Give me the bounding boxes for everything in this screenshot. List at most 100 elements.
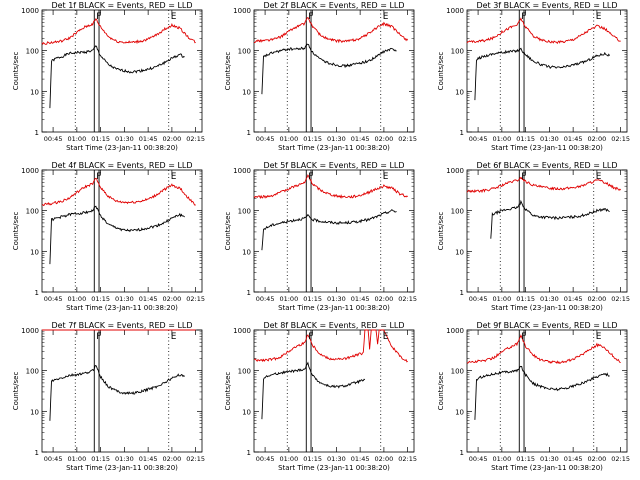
x-tick-label: 01:15 bbox=[303, 455, 322, 463]
x-tick-label: 01:45 bbox=[139, 455, 158, 463]
y-tick-label: 1000 bbox=[233, 327, 251, 335]
series-line-lld bbox=[466, 17, 621, 45]
y-tick-label: 1000 bbox=[446, 327, 464, 335]
chart-panel-5: Det 5f BLACK = Events, RED = LLD 1 10 100 10… bbox=[224, 161, 417, 312]
y-tick-label: 1 bbox=[35, 449, 39, 457]
x-tick-label: 02:15 bbox=[611, 295, 630, 303]
time-marker-label: E bbox=[383, 12, 389, 22]
chart-panel-7: Det 7f BLACK = Events, RED = LLD 1 10 100 10… bbox=[12, 321, 205, 472]
time-marker-label: F bbox=[96, 332, 101, 342]
time-marker-label: E bbox=[171, 12, 177, 22]
series-line-lld bbox=[253, 174, 408, 200]
x-tick-label: 01:45 bbox=[564, 135, 583, 143]
x-tick-label: 01:45 bbox=[139, 295, 158, 303]
x-axis-label: Start Time (23-Jan-11 00:38:20) bbox=[491, 144, 603, 152]
x-tick-label: 00:45 bbox=[44, 455, 63, 463]
x-tick-label: 02:00 bbox=[163, 295, 182, 303]
chart-panel-3: Det 3f BLACK = Events, RED = LLD 1 10 100 10… bbox=[437, 1, 630, 152]
x-tick-label: 01:00 bbox=[67, 455, 86, 463]
x-tick-label: 01:15 bbox=[516, 135, 535, 143]
x-tick-label: 02:00 bbox=[375, 455, 394, 463]
chart-title: Det 9f BLACK = Events, RED = LLD bbox=[476, 321, 617, 330]
y-tick-label: 1000 bbox=[446, 7, 464, 15]
time-marker-label: F bbox=[308, 12, 313, 22]
x-tick-label: 01:15 bbox=[91, 295, 110, 303]
y-tick-label: 100 bbox=[451, 48, 464, 56]
x-tick-label: 02:00 bbox=[375, 135, 394, 143]
x-tick-label: 01:15 bbox=[91, 455, 110, 463]
x-tick-label: 01:00 bbox=[67, 135, 86, 143]
series-line-lld bbox=[41, 18, 196, 45]
x-tick-label: 02:15 bbox=[398, 295, 417, 303]
y-axis-label: Counts/sec bbox=[437, 52, 445, 91]
x-tick-label: 02:15 bbox=[398, 455, 417, 463]
x-tick-label: 01:00 bbox=[279, 135, 298, 143]
x-tick-label: 01:30 bbox=[327, 455, 346, 463]
chart-title: Det 6f BLACK = Events, RED = LLD bbox=[476, 161, 617, 170]
x-tick-label: 01:00 bbox=[492, 455, 511, 463]
x-tick-label: 01:15 bbox=[303, 295, 322, 303]
y-tick-label: 1000 bbox=[21, 7, 39, 15]
y-tick-label: 1 bbox=[35, 129, 39, 137]
x-tick-label: 01:45 bbox=[351, 295, 370, 303]
chart-panel-6: Det 6f BLACK = Events, RED = LLD 1 10 100 10… bbox=[437, 161, 630, 312]
x-tick-label: 01:30 bbox=[327, 295, 346, 303]
y-axis-label: Counts/sec bbox=[437, 372, 445, 411]
y-tick-label: 10 bbox=[30, 88, 39, 96]
x-tick-label: 02:00 bbox=[588, 455, 607, 463]
chart-title: Det 4f BLACK = Events, RED = LLD bbox=[51, 161, 192, 170]
y-tick-label: 10 bbox=[242, 88, 251, 96]
y-axis-label: Counts/sec bbox=[12, 372, 20, 411]
time-marker-label: E bbox=[596, 332, 602, 342]
plot-frame bbox=[253, 9, 415, 133]
y-tick-label: 1 bbox=[247, 449, 251, 457]
x-tick-label: 01:00 bbox=[279, 455, 298, 463]
x-tick-label: 00:45 bbox=[44, 135, 63, 143]
x-tick-label: 00:45 bbox=[469, 455, 488, 463]
series-line-lld bbox=[41, 177, 196, 207]
x-axis-label: Start Time (23-Jan-11 00:38:20) bbox=[491, 464, 603, 472]
x-axis-label: Start Time (23-Jan-11 00:38:20) bbox=[491, 304, 603, 312]
x-tick-label: 01:30 bbox=[540, 135, 559, 143]
y-tick-label: 100 bbox=[451, 368, 464, 376]
x-tick-label: 01:45 bbox=[564, 295, 583, 303]
series-line-lld bbox=[253, 329, 408, 363]
x-tick-label: 02:00 bbox=[588, 295, 607, 303]
x-tick-label: 02:15 bbox=[186, 455, 205, 463]
x-tick-label: 02:15 bbox=[186, 295, 205, 303]
time-marker-label: E bbox=[171, 332, 177, 342]
chart-title: Det 8f BLACK = Events, RED = LLD bbox=[263, 321, 404, 330]
x-axis-label: Start Time (23-Jan-11 00:38:20) bbox=[278, 464, 390, 472]
x-tick-label: 01:00 bbox=[492, 295, 511, 303]
x-tick-label: 02:15 bbox=[611, 135, 630, 143]
x-tick-label: 01:45 bbox=[351, 135, 370, 143]
y-tick-label: 10 bbox=[30, 248, 39, 256]
y-tick-label: 1000 bbox=[21, 327, 39, 335]
x-tick-label: 01:45 bbox=[351, 455, 370, 463]
x-tick-label: 00:45 bbox=[256, 455, 275, 463]
x-tick-label: 00:45 bbox=[469, 295, 488, 303]
x-tick-label: 01:45 bbox=[139, 135, 158, 143]
y-tick-label: 100 bbox=[26, 48, 39, 56]
series-line-events bbox=[49, 205, 185, 265]
series-line-lld bbox=[466, 334, 621, 365]
x-tick-label: 01:00 bbox=[279, 295, 298, 303]
x-tick-label: 01:15 bbox=[303, 135, 322, 143]
x-tick-label: 01:15 bbox=[516, 295, 535, 303]
plot-frame bbox=[466, 169, 628, 293]
y-tick-label: 10 bbox=[455, 408, 464, 416]
y-tick-label: 1 bbox=[460, 289, 464, 297]
chart-panel-1: Det 1f BLACK = Events, RED = LLD 1 10 100 10… bbox=[12, 1, 205, 152]
x-tick-label: 01:30 bbox=[115, 135, 134, 143]
y-tick-label: 100 bbox=[238, 368, 251, 376]
y-tick-label: 1000 bbox=[21, 167, 39, 175]
chart-panel-4: Det 4f BLACK = Events, RED = LLD 1 10 100 10… bbox=[12, 161, 205, 312]
chart-panel-9: Det 9f BLACK = Events, RED = LLD 1 10 100 10… bbox=[437, 321, 630, 472]
time-marker-label: F bbox=[308, 332, 313, 342]
y-tick-label: 1000 bbox=[233, 7, 251, 15]
y-tick-label: 1 bbox=[247, 129, 251, 137]
x-tick-label: 02:15 bbox=[186, 135, 205, 143]
x-axis-label: Start Time (23-Jan-11 00:38:20) bbox=[278, 304, 390, 312]
y-axis-label: Counts/sec bbox=[12, 52, 20, 91]
series-line-events bbox=[261, 43, 397, 95]
